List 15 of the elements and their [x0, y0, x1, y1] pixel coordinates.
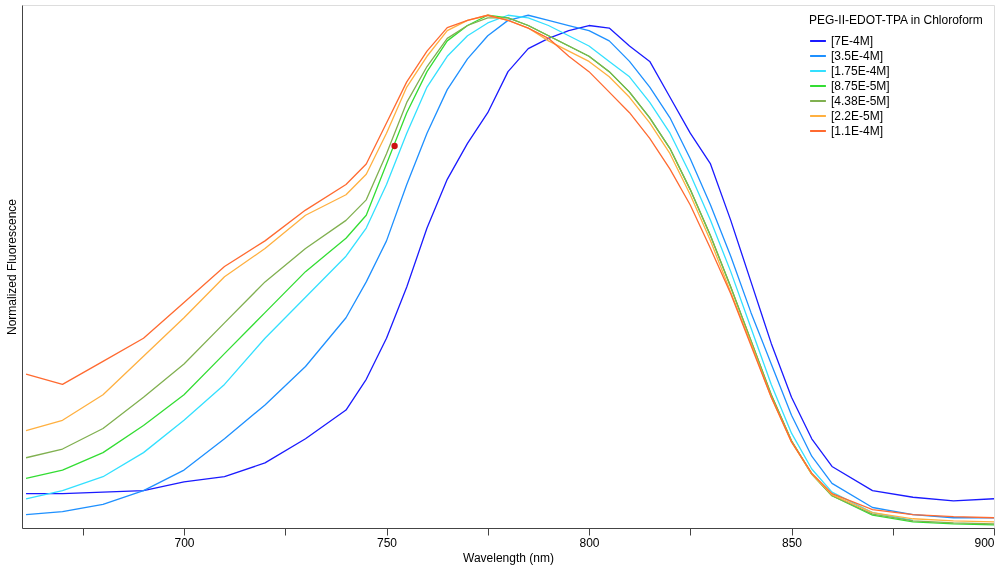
- legend-label: [3.5E-4M]: [831, 49, 884, 63]
- legend-label: [8.75E-5M]: [831, 79, 890, 93]
- x-tick-label: 900: [974, 535, 995, 550]
- x-tick-label: 750: [376, 535, 398, 550]
- x-tick-label: 850: [781, 535, 803, 550]
- legend-label: [1.1E-4M]: [831, 124, 884, 138]
- legend-label: [4.38E-5M]: [831, 94, 890, 108]
- legend-label: [1.75E-4M]: [831, 64, 890, 78]
- legend-label: [7E-4M]: [831, 34, 874, 48]
- x-tick-label: 800: [579, 535, 600, 550]
- x-axis-title: Wavelength (nm): [463, 550, 554, 565]
- legend-title: PEG-II-EDOT-TPA in Chloroform: [809, 13, 983, 27]
- legend-label: [2.2E-5M]: [831, 109, 884, 123]
- y-axis-title: Normalized Fluorescence: [4, 198, 19, 336]
- x-tick-label: 700: [174, 535, 195, 550]
